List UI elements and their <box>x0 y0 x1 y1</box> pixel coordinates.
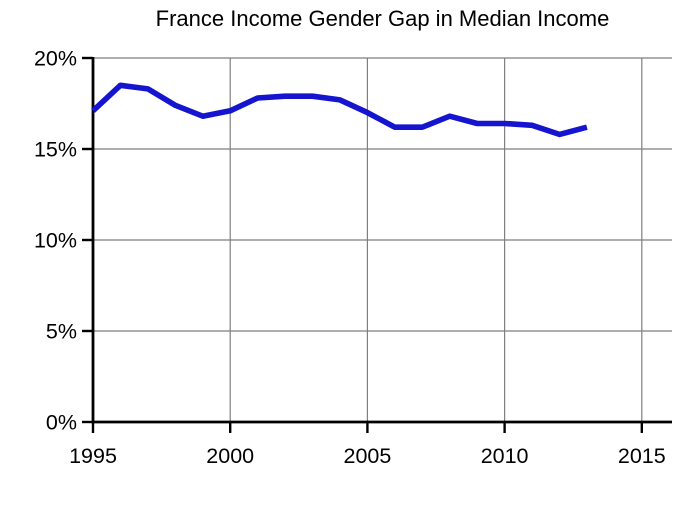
chart-title: France Income Gender Gap in Median Incom… <box>155 6 610 31</box>
y-tick-label: 15% <box>34 138 77 162</box>
x-tick-label: 2005 <box>343 444 391 468</box>
y-tick-label: 0% <box>46 411 77 435</box>
x-tick-label: 2010 <box>481 444 529 468</box>
x-tick-label: 1995 <box>69 444 117 468</box>
data-line <box>91 82 588 138</box>
x-tick-label: 2000 <box>206 444 254 468</box>
y-tick-label: 5% <box>46 320 77 344</box>
x-tick-label: 2015 <box>618 444 666 468</box>
y-tick-label: 20% <box>34 47 77 71</box>
y-tick-label: 10% <box>34 229 77 253</box>
